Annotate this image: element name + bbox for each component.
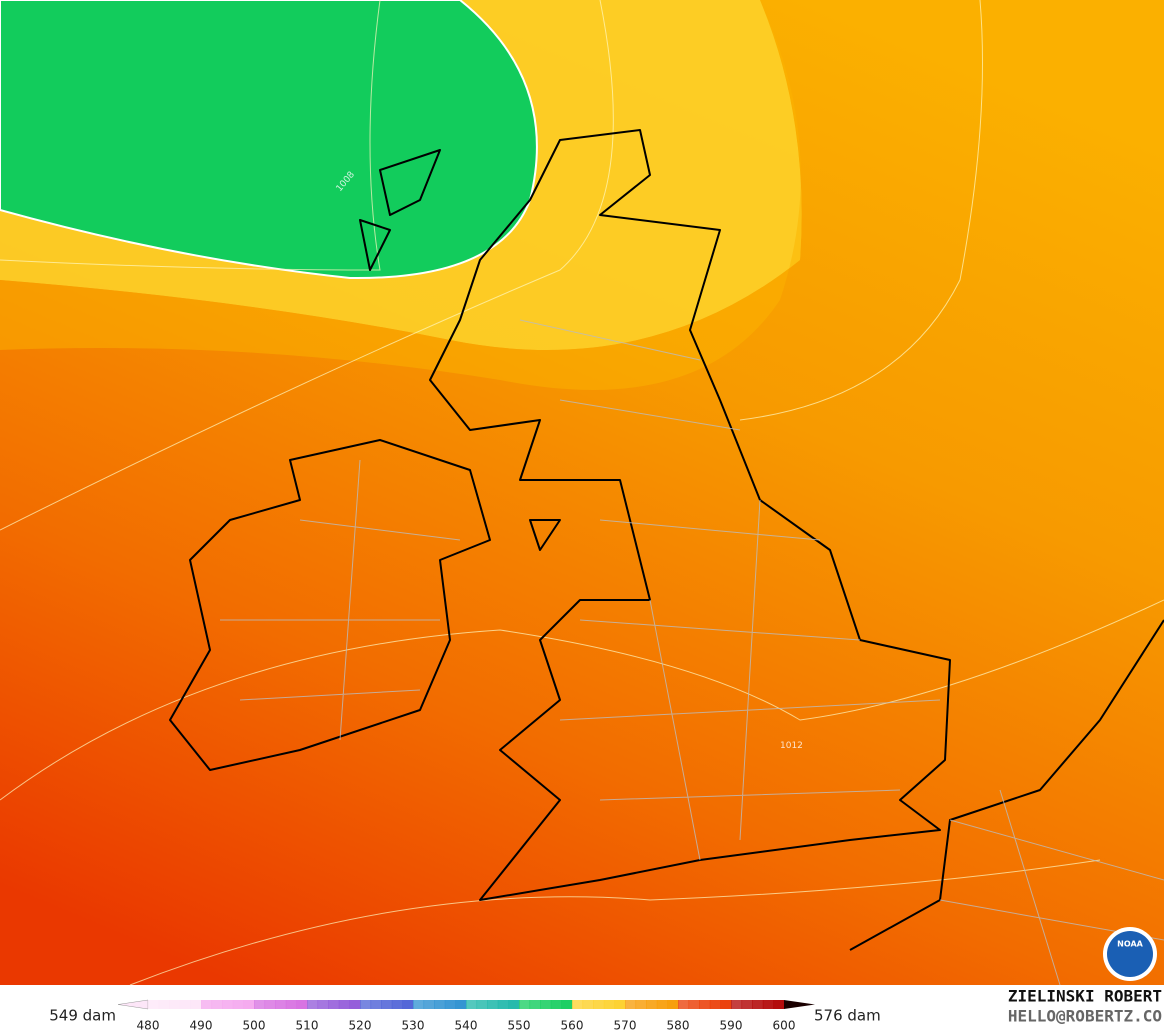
scale-segment (190, 1000, 202, 1009)
scale-segment (603, 1000, 615, 1009)
scale-segment (699, 1000, 711, 1009)
scale-segment (476, 1000, 488, 1009)
logo-disc (1107, 931, 1153, 977)
scale-segment (243, 1000, 255, 1009)
scale-tick-label: 500 (243, 1019, 266, 1033)
scale-segment (709, 1000, 721, 1009)
scale-segment (296, 1000, 308, 1009)
scale-segment (222, 1000, 234, 1009)
scale-segment (148, 1000, 160, 1009)
scale-segment (550, 1000, 562, 1009)
scale-segment (254, 1000, 266, 1009)
scale-segment (582, 1000, 594, 1009)
scale-segment (179, 1000, 191, 1009)
scale-segment (773, 1000, 785, 1009)
scale-segment (752, 1000, 764, 1009)
scale-tick-label: 600 (773, 1019, 796, 1033)
scale-segment (391, 1000, 403, 1009)
scale-segment (232, 1000, 244, 1009)
scale-segment (317, 1000, 329, 1009)
scale-tick-label: 530 (402, 1019, 425, 1033)
credit-name: ZIELINSKI ROBERT (1008, 987, 1162, 1006)
scale-segment (529, 1000, 541, 1009)
map: 1008 1012 NOAA (0, 0, 1164, 986)
scale-segment (656, 1000, 668, 1009)
scale-segment (402, 1000, 414, 1009)
scale-segment (201, 1000, 213, 1009)
scale-segment (158, 1000, 170, 1009)
scale-segment (625, 1000, 637, 1009)
islands (359, 149, 561, 551)
continent (849, 619, 1164, 951)
scale-segment (275, 1000, 287, 1009)
scale-segment (285, 1000, 297, 1009)
scale-tick-label: 550 (508, 1019, 531, 1033)
scale-segment (688, 1000, 700, 1009)
scale-segment (561, 1000, 573, 1009)
scale-segment (455, 1000, 467, 1009)
field-band (0, 0, 802, 390)
ireland (169, 439, 491, 771)
scale-segment (646, 1000, 658, 1009)
scale-tick-label: 580 (667, 1019, 690, 1033)
scale-segment (349, 1000, 361, 1009)
great-britain (429, 129, 951, 901)
logo: NOAA (1103, 927, 1157, 981)
scale-segment (423, 1000, 435, 1009)
color-scale: 549 dam 576 dam 480 490 500 510 520 530 540 550… (49, 999, 881, 1033)
scale-segment (338, 1000, 350, 1009)
scale-segment (540, 1000, 552, 1009)
scale-max-label: 576 dam (814, 1007, 881, 1025)
scale-segment (370, 1000, 382, 1009)
scale-segment (434, 1000, 446, 1009)
logo-text: NOAA (1117, 940, 1143, 949)
credit-email: HELLO@ROBERTZ.CO (1008, 1007, 1162, 1026)
scale-segment (667, 1000, 679, 1009)
scale-tick-label: 570 (614, 1019, 637, 1033)
scale-segment (762, 1000, 774, 1009)
scale-segment (211, 1000, 223, 1009)
contour-label: 1012 (780, 741, 803, 751)
scale-segment (264, 1000, 276, 1009)
isobars (0, 0, 1164, 986)
scale-tick-label: 480 (137, 1019, 160, 1033)
scale-segment (720, 1000, 732, 1009)
scale-tick-label: 520 (349, 1019, 372, 1033)
scale-segment (508, 1000, 520, 1009)
borders (220, 319, 1164, 986)
scale-tick-label: 490 (190, 1019, 213, 1033)
scale-segment (444, 1000, 456, 1009)
scale-segment (572, 1000, 584, 1009)
coastlines (169, 129, 1164, 951)
scale-segment (487, 1000, 499, 1009)
scale-segment (466, 1000, 478, 1009)
scale-segment (381, 1000, 393, 1009)
scale-tick-label: 510 (296, 1019, 319, 1033)
scale-segment (678, 1000, 690, 1009)
scale-segment (593, 1000, 605, 1009)
scale-tick-label: 590 (720, 1019, 743, 1033)
scale-segment (169, 1000, 181, 1009)
scale-end-low (117, 999, 149, 1010)
scale-segment (413, 1000, 425, 1009)
scale-end-high (784, 1000, 815, 1009)
scale-segment (307, 1000, 319, 1009)
scale-tick-label: 560 (561, 1019, 584, 1033)
scale-segment (497, 1000, 509, 1009)
scale-segment (328, 1000, 340, 1009)
scale-segment (741, 1000, 753, 1009)
scale-tick-label: 540 (455, 1019, 478, 1033)
scale-segment (731, 1000, 743, 1009)
scale-min-label: 549 dam (49, 1007, 116, 1025)
scale-segment (614, 1000, 626, 1009)
scale-segment (519, 1000, 531, 1009)
scale-segment (360, 1000, 372, 1009)
scale-segment (635, 1000, 647, 1009)
